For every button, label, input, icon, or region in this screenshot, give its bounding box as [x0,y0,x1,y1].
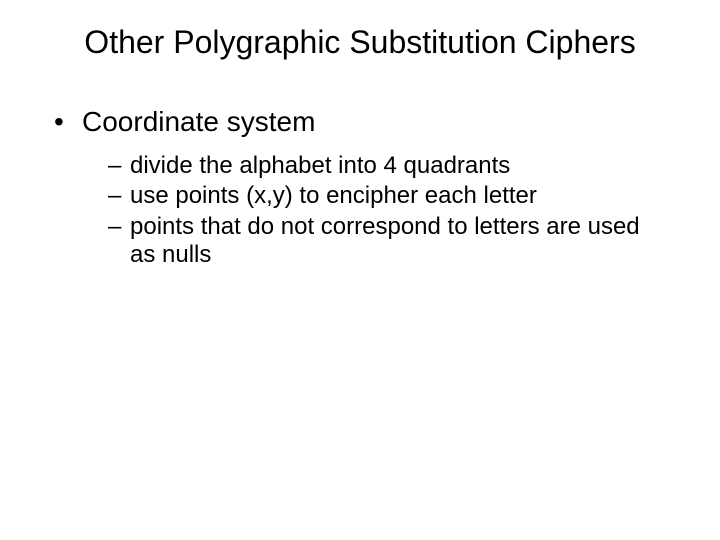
bullet-level1: • Coordinate system [54,106,666,138]
bullet-level2: – divide the alphabet into 4 quadrants [108,152,666,180]
bullet-level2-text: use points (x,y) to encipher each letter [130,182,666,210]
slide: Other Polygraphic Substitution Ciphers •… [0,0,720,540]
slide-title: Other Polygraphic Substitution Ciphers [0,24,720,61]
bullet-level2: – points that do not correspond to lette… [108,213,666,270]
slide-body: • Coordinate system – divide the alphabe… [54,106,666,271]
dash-icon: – [108,182,130,210]
bullet-level2-text: points that do not correspond to letters… [130,213,666,270]
bullet-dot-icon: • [54,106,82,138]
bullet-level1-text: Coordinate system [82,106,666,138]
dash-icon: – [108,213,130,270]
bullet-level2-group: – divide the alphabet into 4 quadrants –… [108,152,666,269]
bullet-level2-text: divide the alphabet into 4 quadrants [130,152,666,180]
dash-icon: – [108,152,130,180]
bullet-level2: – use points (x,y) to encipher each lett… [108,182,666,210]
